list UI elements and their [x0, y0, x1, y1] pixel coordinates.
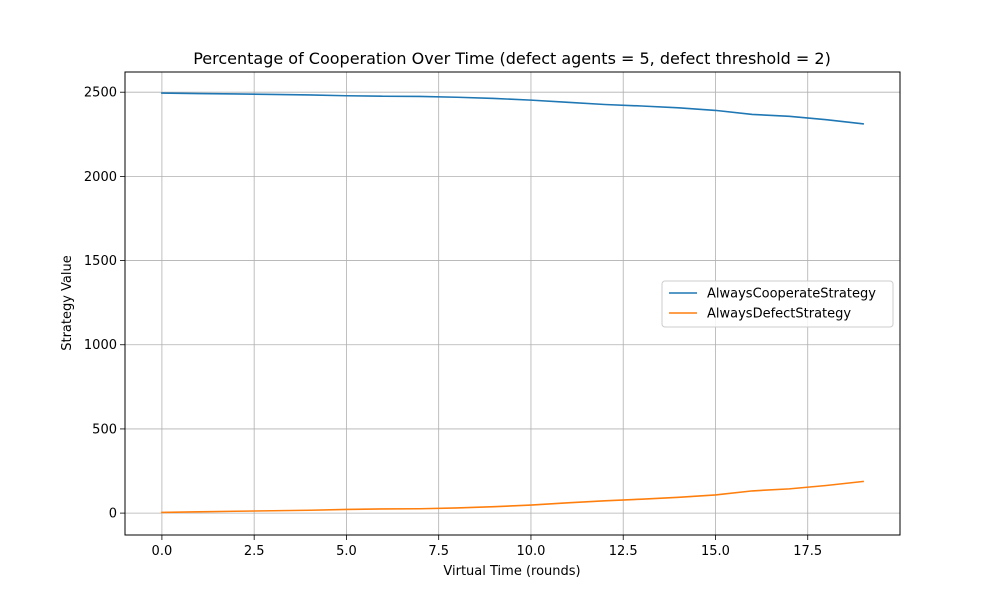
plot-frame — [124, 71, 901, 536]
chart-title: Percentage of Cooperation Over Time (def… — [193, 49, 831, 68]
x-tick-label: 12.5 — [609, 544, 638, 559]
x-tick-label: 2.5 — [244, 544, 265, 559]
y-tick-label: 500 — [92, 422, 117, 437]
x-tick-label: 17.5 — [793, 544, 822, 559]
x-tick-label: 15.0 — [701, 544, 730, 559]
x-tick-label: 7.5 — [428, 544, 449, 559]
ticks: 0.0 2.5 5.0 7.5 10.0 12.5 15.0 17.5 0 500 1000 1500… — [84, 86, 822, 559]
y-tick-label: 2500 — [84, 86, 117, 101]
x-axis-label: Virtual Time (rounds) — [443, 564, 580, 579]
y-tick-label: 2000 — [84, 170, 117, 185]
legend-label: AlwaysDefectStrategy — [707, 307, 851, 322]
series-lines — [161, 92, 864, 514]
x-tick-label: 10.0 — [516, 544, 545, 559]
legend-label: AlwaysCooperateStrategy — [707, 287, 876, 302]
series-line-always-defect — [161, 480, 864, 514]
series-line-always-cooperate — [161, 92, 864, 125]
y-tick-label: 0 — [109, 507, 117, 522]
y-tick-label: 1000 — [84, 338, 117, 353]
y-axis-label: Strategy Value — [60, 255, 75, 351]
x-tick-label: 5.0 — [336, 544, 357, 559]
legend-box — [661, 280, 894, 328]
grid — [125, 72, 900, 535]
x-tick-label: 0.0 — [152, 544, 173, 559]
y-tick-label: 1500 — [84, 254, 117, 269]
legend: AlwaysCooperateStrategy AlwaysDefectStrat… — [661, 280, 894, 328]
